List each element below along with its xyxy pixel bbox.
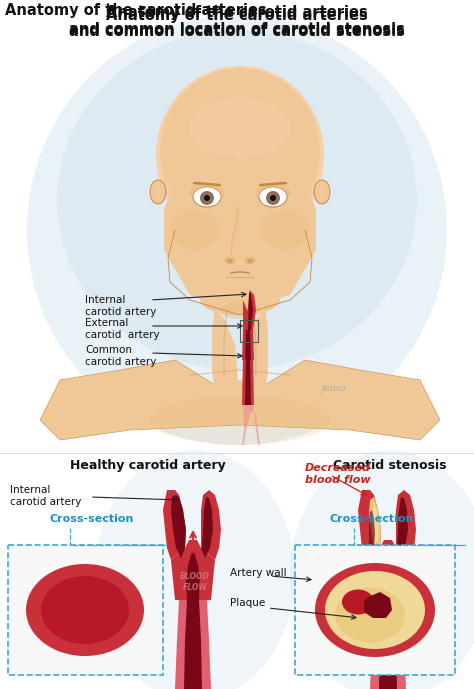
Text: Anatomy of the carotid arteries: Anatomy of the carotid arteries — [106, 5, 368, 20]
Ellipse shape — [325, 571, 425, 649]
Ellipse shape — [95, 450, 295, 689]
Ellipse shape — [260, 210, 310, 250]
Ellipse shape — [156, 66, 324, 244]
Polygon shape — [242, 330, 254, 360]
Polygon shape — [175, 600, 211, 689]
Polygon shape — [245, 330, 251, 360]
Polygon shape — [388, 550, 394, 580]
Polygon shape — [201, 497, 213, 558]
Polygon shape — [201, 490, 221, 560]
Polygon shape — [379, 600, 397, 689]
Polygon shape — [163, 490, 186, 560]
Ellipse shape — [290, 450, 474, 689]
Bar — [240, 320, 258, 342]
Text: Common
carotid artery: Common carotid artery — [85, 345, 156, 367]
Ellipse shape — [270, 195, 276, 201]
Polygon shape — [243, 405, 260, 445]
Text: Cross-section: Cross-section — [50, 514, 134, 524]
Polygon shape — [396, 497, 408, 558]
Ellipse shape — [193, 187, 221, 207]
Text: Artery wall: Artery wall — [230, 568, 287, 578]
Polygon shape — [171, 540, 215, 600]
Ellipse shape — [342, 590, 374, 615]
Polygon shape — [366, 510, 375, 560]
Polygon shape — [184, 600, 202, 689]
Ellipse shape — [244, 256, 256, 264]
Ellipse shape — [200, 285, 280, 315]
Text: and common location of carotid stenosis: and common location of carotid stenosis — [69, 24, 405, 39]
Ellipse shape — [27, 15, 447, 445]
Text: External
carotid  artery: External carotid artery — [85, 318, 160, 340]
Polygon shape — [245, 290, 256, 330]
Ellipse shape — [335, 588, 405, 643]
Polygon shape — [248, 291, 253, 330]
Text: JBIRD: JBIRD — [320, 385, 346, 393]
Polygon shape — [364, 592, 392, 618]
Text: Carotid stenosis: Carotid stenosis — [333, 459, 447, 472]
Text: Cross-section: Cross-section — [330, 514, 414, 524]
Ellipse shape — [255, 184, 291, 202]
Polygon shape — [381, 550, 395, 600]
Text: Healthy carotid artery: Healthy carotid artery — [70, 459, 226, 472]
Ellipse shape — [315, 563, 435, 657]
Ellipse shape — [220, 301, 260, 319]
Polygon shape — [212, 308, 268, 405]
Polygon shape — [164, 175, 316, 310]
Ellipse shape — [314, 180, 330, 204]
Ellipse shape — [204, 195, 210, 201]
Ellipse shape — [150, 180, 166, 204]
Ellipse shape — [189, 184, 225, 202]
Polygon shape — [366, 540, 410, 600]
Ellipse shape — [246, 258, 254, 263]
Ellipse shape — [160, 68, 320, 236]
Text: Decreased
blood flow: Decreased blood flow — [305, 463, 371, 484]
Polygon shape — [242, 405, 253, 445]
Polygon shape — [396, 490, 416, 560]
Polygon shape — [370, 600, 406, 689]
Ellipse shape — [190, 98, 290, 158]
Polygon shape — [245, 360, 251, 405]
Polygon shape — [243, 300, 251, 330]
Polygon shape — [358, 490, 381, 560]
Text: BLOOD
FLOW: BLOOD FLOW — [180, 572, 210, 592]
Ellipse shape — [170, 210, 220, 250]
Ellipse shape — [26, 564, 144, 656]
Polygon shape — [242, 360, 254, 405]
Ellipse shape — [150, 395, 330, 445]
Polygon shape — [369, 497, 381, 558]
Bar — [295, 545, 455, 675]
Text: Internal
carotid artery: Internal carotid artery — [85, 295, 156, 317]
Ellipse shape — [259, 187, 287, 207]
Polygon shape — [40, 360, 440, 440]
Ellipse shape — [200, 191, 214, 205]
Ellipse shape — [224, 256, 236, 264]
Polygon shape — [186, 550, 200, 600]
Text: Anatomy of the carotid arteries: Anatomy of the carotid arteries — [106, 8, 368, 23]
Ellipse shape — [227, 258, 234, 263]
Ellipse shape — [266, 191, 280, 205]
Polygon shape — [171, 495, 186, 558]
Ellipse shape — [41, 576, 129, 644]
Bar — [8, 545, 163, 675]
Ellipse shape — [57, 30, 417, 370]
Text: Plaque: Plaque — [230, 598, 265, 608]
Polygon shape — [372, 505, 379, 548]
Text: Anatomy of the carotid arteries: Anatomy of the carotid arteries — [5, 3, 267, 18]
Text: BLOOD
FLOW: BLOOD FLOW — [375, 572, 405, 592]
Text: and common location of carotid stenosis: and common location of carotid stenosis — [69, 22, 405, 37]
Text: Internal
carotid artery: Internal carotid artery — [10, 485, 82, 506]
